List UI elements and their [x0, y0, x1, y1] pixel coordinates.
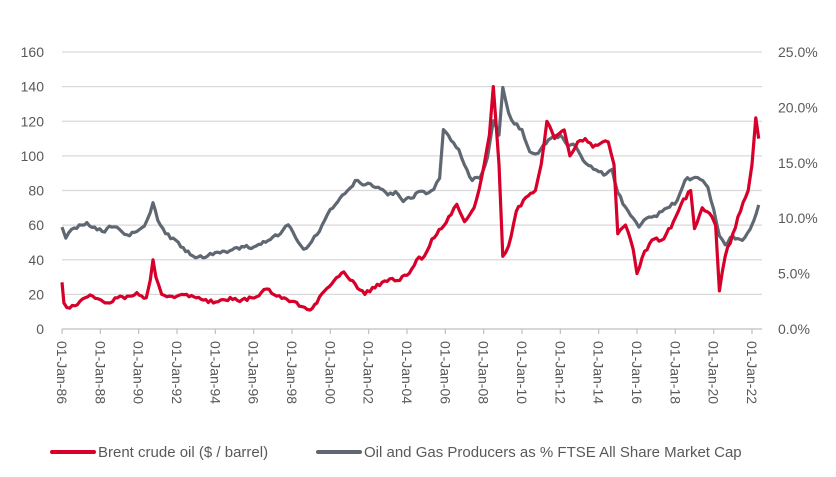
legend-item-oil-gas-share[interactable]: Oil and Gas Producers as % FTSE All Shar… — [316, 444, 742, 461]
x-tick-label: 01-Jan-14 — [591, 341, 607, 404]
x-tick-label: 01-Jan-06 — [437, 341, 453, 404]
y-tick-label: 160 — [21, 44, 45, 60]
x-tick-label: 01-Jan-10 — [514, 341, 530, 404]
series-line-oil-gas-share — [60, 85, 761, 260]
y-tick-label: 140 — [21, 79, 45, 95]
legend-label-brent: Brent crude oil ($ / barrel) — [98, 444, 268, 461]
x-tick-label: 01-Jan-08 — [476, 341, 492, 404]
y-tick-label: 120 — [21, 113, 45, 129]
x-tick-label: 01-Jan-86 — [54, 341, 70, 404]
left-axis-ticks: 0 20 40 60 80 100 120 140 160 — [21, 44, 45, 337]
series-line-brent — [60, 85, 761, 312]
x-tick-label: 01-Jan-04 — [399, 341, 415, 404]
series-lines — [60, 85, 761, 312]
x-tick-label: 01-Jan-22 — [744, 341, 760, 404]
y-tick-label: 80 — [28, 183, 44, 199]
y2-tick-label: 5.0% — [778, 266, 810, 282]
x-tick-label: 01-Jan-02 — [361, 341, 377, 404]
x-tick-label: 01-Jan-96 — [246, 341, 262, 404]
legend-item-brent[interactable]: Brent crude oil ($ / barrel) — [50, 444, 268, 461]
y2-tick-label: 0.0% — [778, 321, 810, 337]
y2-tick-label: 20.0% — [778, 99, 818, 115]
y-tick-label: 40 — [28, 252, 44, 268]
legend: Brent crude oil ($ / barrel) Oil and Gas… — [50, 444, 742, 461]
x-tick-label: 01-Jan-94 — [207, 341, 223, 404]
y-tick-label: 100 — [21, 148, 45, 164]
x-tick-label: 01-Jan-16 — [629, 341, 645, 404]
x-tick-label: 01-Jan-98 — [284, 341, 300, 404]
x-tick-label: 01-Jan-18 — [667, 341, 683, 404]
y2-tick-label: 10.0% — [778, 210, 818, 226]
right-axis-ticks: 0.0% 5.0% 10.0% 15.0% 20.0% 25.0% — [778, 44, 818, 337]
x-tick-label: 01-Jan-92 — [169, 341, 185, 404]
x-axis-ticks: 01-Jan-86 01-Jan-88 01-Jan-90 01-Jan-92 01-J… — [54, 329, 760, 404]
x-tick-label: 01-Jan-12 — [552, 341, 568, 404]
legend-label-oil-gas-share: Oil and Gas Producers as % FTSE All Shar… — [364, 444, 742, 461]
y-tick-label: 20 — [28, 286, 44, 302]
x-tick-label: 01-Jan-88 — [92, 341, 108, 404]
y2-tick-label: 15.0% — [778, 155, 818, 171]
gridlines — [62, 51, 762, 295]
y2-tick-label: 25.0% — [778, 44, 818, 60]
y-tick-label: 0 — [36, 321, 44, 337]
x-tick-label: 01-Jan-00 — [322, 341, 338, 404]
y-tick-label: 60 — [28, 217, 44, 233]
x-tick-label: 01-Jan-90 — [131, 341, 147, 404]
x-tick-label: 01-Jan-20 — [706, 341, 722, 404]
